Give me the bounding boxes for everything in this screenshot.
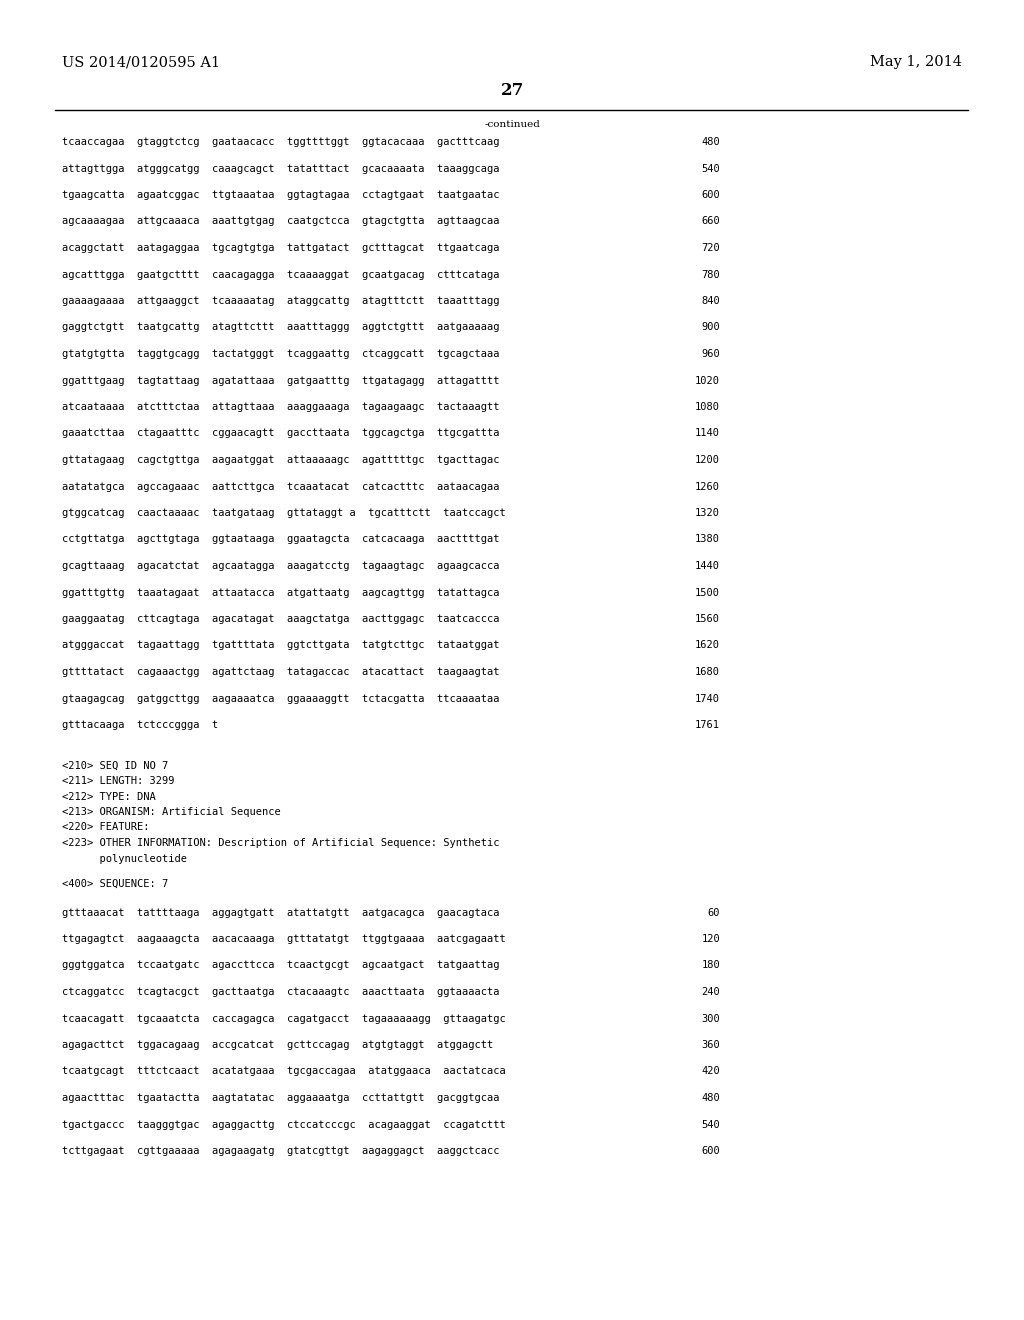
Text: tcaaccagaa  gtaggtctcg  gaataacacc  tggttttggt  ggtacacaaa  gactttcaag: tcaaccagaa gtaggtctcg gaataacacc tggtttt… xyxy=(62,137,500,147)
Text: 1620: 1620 xyxy=(695,640,720,651)
Text: 1020: 1020 xyxy=(695,375,720,385)
Text: 60: 60 xyxy=(708,908,720,917)
Text: 1260: 1260 xyxy=(695,482,720,491)
Text: aatatatgca  agccagaaac  aattcttgca  tcaaatacat  catcactttc  aataacagaa: aatatatgca agccagaaac aattcttgca tcaaata… xyxy=(62,482,500,491)
Text: 480: 480 xyxy=(701,1093,720,1104)
Text: gaggtctgtt  taatgcattg  atagttcttt  aaatttaggg  aggtctgttt  aatgaaaaag: gaggtctgtt taatgcattg atagttcttt aaattta… xyxy=(62,322,500,333)
Text: gtggcatcag  caactaaaac  taatgataag  gttataggt a  tgcatttctt  taatccagct: gtggcatcag caactaaaac taatgataag gttatag… xyxy=(62,508,506,517)
Text: 960: 960 xyxy=(701,348,720,359)
Text: 1080: 1080 xyxy=(695,403,720,412)
Text: 1680: 1680 xyxy=(695,667,720,677)
Text: gcagttaaag  agacatctat  agcaatagga  aaagatcctg  tagaagtagc  agaagcacca: gcagttaaag agacatctat agcaatagga aaagatc… xyxy=(62,561,500,572)
Text: 180: 180 xyxy=(701,961,720,970)
Text: May 1, 2014: May 1, 2014 xyxy=(870,55,962,69)
Text: ctcaggatcc  tcagtacgct  gacttaatga  ctacaaagtc  aaacttaata  ggtaaaacta: ctcaggatcc tcagtacgct gacttaatga ctacaaa… xyxy=(62,987,500,997)
Text: ggatttgttg  taaatagaat  attaatacca  atgattaatg  aagcagttgg  tatattagca: ggatttgttg taaatagaat attaatacca atgatta… xyxy=(62,587,500,598)
Text: 120: 120 xyxy=(701,935,720,944)
Text: 1380: 1380 xyxy=(695,535,720,544)
Text: gttttatact  cagaaactgg  agattctaag  tatagaccac  atacattact  taagaagtat: gttttatact cagaaactgg agattctaag tatagac… xyxy=(62,667,500,677)
Text: agagacttct  tggacagaag  accgcatcat  gcttccagag  atgtgtaggt  atggagctt: agagacttct tggacagaag accgcatcat gcttcca… xyxy=(62,1040,494,1049)
Text: 360: 360 xyxy=(701,1040,720,1049)
Text: gttatagaag  cagctgttga  aagaatggat  attaaaaagc  agatttttgc  tgacttagac: gttatagaag cagctgttga aagaatggat attaaaa… xyxy=(62,455,500,465)
Text: 720: 720 xyxy=(701,243,720,253)
Text: acaggctatt  aatagaggaa  tgcagtgtga  tattgatact  gctttagcat  ttgaatcaga: acaggctatt aatagaggaa tgcagtgtga tattgat… xyxy=(62,243,500,253)
Text: <220> FEATURE:: <220> FEATURE: xyxy=(62,822,150,833)
Text: 1440: 1440 xyxy=(695,561,720,572)
Text: agcaaaagaa  attgcaaaca  aaattgtgag  caatgctcca  gtagctgtta  agttaagcaa: agcaaaagaa attgcaaaca aaattgtgag caatgct… xyxy=(62,216,500,227)
Text: atgggaccat  tagaattagg  tgattttata  ggtcttgata  tatgtcttgc  tataatggat: atgggaccat tagaattagg tgattttata ggtcttg… xyxy=(62,640,500,651)
Text: ttgagagtct  aagaaagcta  aacacaaaga  gtttatatgt  ttggtgaaaa  aatcgagaatt: ttgagagtct aagaaagcta aacacaaaga gtttata… xyxy=(62,935,506,944)
Text: 540: 540 xyxy=(701,1119,720,1130)
Text: <211> LENGTH: 3299: <211> LENGTH: 3299 xyxy=(62,776,174,785)
Text: 1761: 1761 xyxy=(695,719,720,730)
Text: 660: 660 xyxy=(701,216,720,227)
Text: <400> SEQUENCE: 7: <400> SEQUENCE: 7 xyxy=(62,879,168,888)
Text: US 2014/0120595 A1: US 2014/0120595 A1 xyxy=(62,55,220,69)
Text: gtatgtgtta  taggtgcagg  tactatgggt  tcaggaattg  ctcaggcatt  tgcagctaaa: gtatgtgtta taggtgcagg tactatgggt tcaggaa… xyxy=(62,348,500,359)
Text: <213> ORGANISM: Artificial Sequence: <213> ORGANISM: Artificial Sequence xyxy=(62,807,281,817)
Text: <223> OTHER INFORMATION: Description of Artificial Sequence: Synthetic: <223> OTHER INFORMATION: Description of … xyxy=(62,838,500,847)
Text: 480: 480 xyxy=(701,137,720,147)
Text: tcttgagaat  cgttgaaaaa  agagaagatg  gtatcgttgt  aagaggagct  aaggctcacc: tcttgagaat cgttgaaaaa agagaagatg gtatcgt… xyxy=(62,1146,500,1156)
Text: agaactttac  tgaatactta  aagtatatac  aggaaaatga  ccttattgtt  gacggtgcaa: agaactttac tgaatactta aagtatatac aggaaaa… xyxy=(62,1093,500,1104)
Text: <212> TYPE: DNA: <212> TYPE: DNA xyxy=(62,792,156,801)
Text: gggtggatca  tccaatgatc  agaccttcca  tcaactgcgt  agcaatgact  tatgaattag: gggtggatca tccaatgatc agaccttcca tcaactg… xyxy=(62,961,500,970)
Text: 1560: 1560 xyxy=(695,614,720,624)
Text: 300: 300 xyxy=(701,1014,720,1023)
Text: 600: 600 xyxy=(701,190,720,201)
Text: 27: 27 xyxy=(501,82,523,99)
Text: gtaagagcag  gatggcttgg  aagaaaatca  ggaaaaggtt  tctacgatta  ttcaaaataa: gtaagagcag gatggcttgg aagaaaatca ggaaaag… xyxy=(62,693,500,704)
Text: 1500: 1500 xyxy=(695,587,720,598)
Text: 600: 600 xyxy=(701,1146,720,1156)
Text: -continued: -continued xyxy=(484,120,540,129)
Text: 540: 540 xyxy=(701,164,720,173)
Text: agcatttgga  gaatgctttt  caacagagga  tcaaaaggat  gcaatgacag  ctttcataga: agcatttgga gaatgctttt caacagagga tcaaaag… xyxy=(62,269,500,280)
Text: tcaacagatt  tgcaaatcta  caccagagca  cagatgacct  tagaaaaaagg  gttaagatgc: tcaacagatt tgcaaatcta caccagagca cagatga… xyxy=(62,1014,506,1023)
Text: tgactgaccc  taagggtgac  agaggacttg  ctccatcccgc  acagaaggat  ccagatcttt: tgactgaccc taagggtgac agaggacttg ctccatc… xyxy=(62,1119,506,1130)
Text: polynucleotide: polynucleotide xyxy=(62,854,187,863)
Text: 1200: 1200 xyxy=(695,455,720,465)
Text: 1320: 1320 xyxy=(695,508,720,517)
Text: ggatttgaag  tagtattaag  agatattaaa  gatgaatttg  ttgatagagg  attagatttt: ggatttgaag tagtattaag agatattaaa gatgaat… xyxy=(62,375,500,385)
Text: 1740: 1740 xyxy=(695,693,720,704)
Text: gaaggaatag  cttcagtaga  agacatagat  aaagctatga  aacttggagc  taatcaccca: gaaggaatag cttcagtaga agacatagat aaagcta… xyxy=(62,614,500,624)
Text: cctgttatga  agcttgtaga  ggtaataaga  ggaatagcta  catcacaaga  aacttttgat: cctgttatga agcttgtaga ggtaataaga ggaatag… xyxy=(62,535,500,544)
Text: <210> SEQ ID NO 7: <210> SEQ ID NO 7 xyxy=(62,760,168,771)
Text: tcaatgcagt  tttctcaact  acatatgaaa  tgcgaccagaa  atatggaaca  aactatcaca: tcaatgcagt tttctcaact acatatgaaa tgcgacc… xyxy=(62,1067,506,1077)
Text: attagttgga  atgggcatgg  caaagcagct  tatatttact  gcacaaaata  taaaggcaga: attagttgga atgggcatgg caaagcagct tatattt… xyxy=(62,164,500,173)
Text: 240: 240 xyxy=(701,987,720,997)
Text: gaaatcttaa  ctagaatttc  cggaacagtt  gaccttaata  tggcagctga  ttgcgattta: gaaatcttaa ctagaatttc cggaacagtt gacctta… xyxy=(62,429,500,438)
Text: 1140: 1140 xyxy=(695,429,720,438)
Text: gtttacaaga  tctcccggga  t: gtttacaaga tctcccggga t xyxy=(62,719,218,730)
Text: gaaaagaaaa  attgaaggct  tcaaaaatag  ataggcattg  atagtttctt  taaatttagg: gaaaagaaaa attgaaggct tcaaaaatag ataggca… xyxy=(62,296,500,306)
Text: 420: 420 xyxy=(701,1067,720,1077)
Text: tgaagcatta  agaatcggac  ttgtaaataa  ggtagtagaa  cctagtgaat  taatgaatac: tgaagcatta agaatcggac ttgtaaataa ggtagta… xyxy=(62,190,500,201)
Text: 900: 900 xyxy=(701,322,720,333)
Text: atcaataaaa  atctttctaa  attagttaaa  aaaggaaaga  tagaagaagc  tactaaagtt: atcaataaaa atctttctaa attagttaaa aaaggaa… xyxy=(62,403,500,412)
Text: 780: 780 xyxy=(701,269,720,280)
Text: gtttaaacat  tattttaaga  aggagtgatt  atattatgtt  aatgacagca  gaacagtaca: gtttaaacat tattttaaga aggagtgatt atattat… xyxy=(62,908,500,917)
Text: 840: 840 xyxy=(701,296,720,306)
